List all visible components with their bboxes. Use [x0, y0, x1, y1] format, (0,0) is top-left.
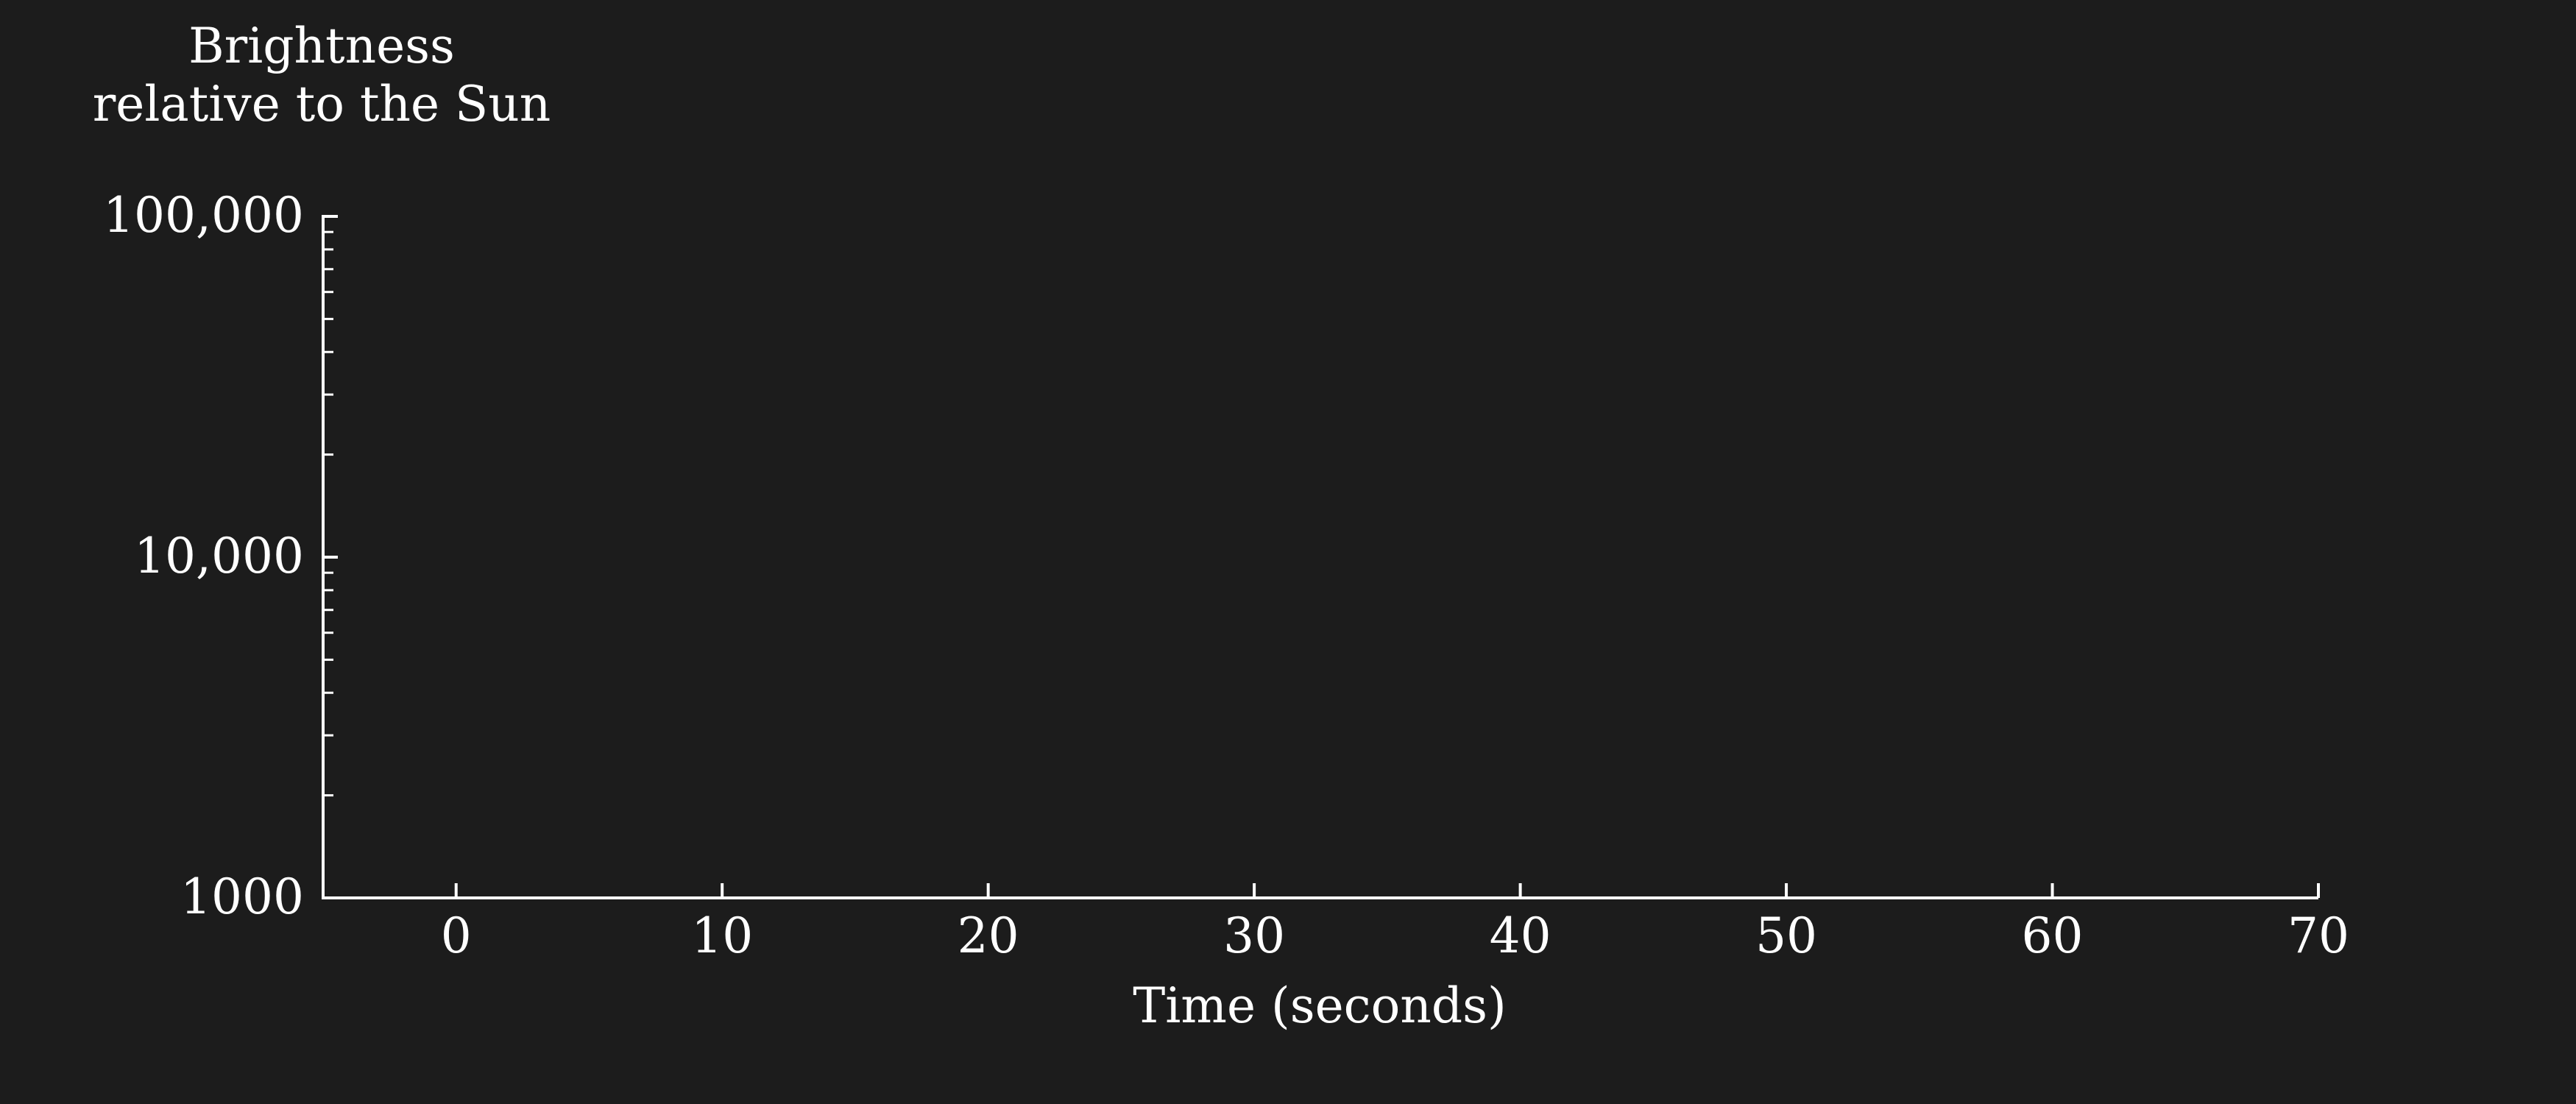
x-tick-label: 30 — [1223, 907, 1285, 964]
x-tick-label: 50 — [1755, 907, 1817, 964]
x-axis-label: Time (seconds) — [1133, 977, 1507, 1034]
y-tick-label: 10,000 — [134, 528, 304, 584]
x-tick-label: 40 — [1490, 907, 1551, 964]
x-tick-label: 20 — [958, 907, 1019, 964]
x-tick-label: 60 — [2022, 907, 2084, 964]
y-tick-label: 1000 — [180, 868, 304, 925]
x-axis-ticks: 0 10 20 30 40 50 60 70 — [441, 883, 2349, 964]
x-tick-label: 70 — [2287, 907, 2349, 964]
y-axis-label-line-1: Brightness — [188, 18, 455, 74]
y-axis-label-line-2: relative to the Sun — [93, 76, 551, 132]
x-tick-label: 0 — [441, 907, 472, 964]
y-tick-label: 100,000 — [103, 187, 304, 244]
y-axis-ticks: 1000 10,000 100,000 — [103, 187, 338, 925]
x-tick-label: 10 — [691, 907, 753, 964]
